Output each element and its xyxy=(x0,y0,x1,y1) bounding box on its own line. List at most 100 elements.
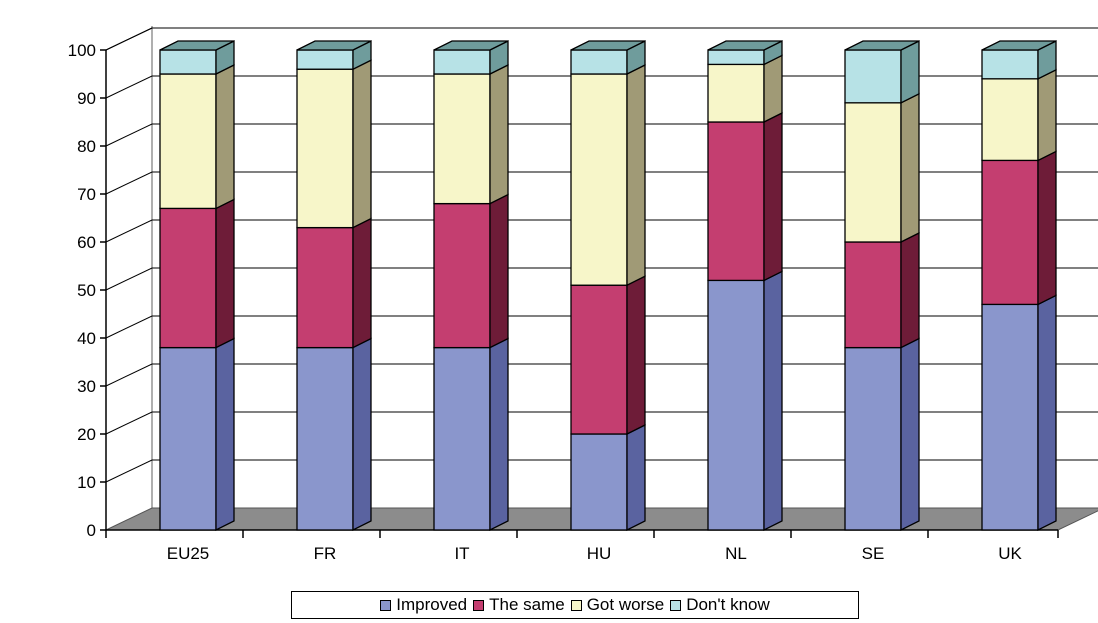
bar-front xyxy=(433,346,491,531)
bar-side xyxy=(352,59,372,229)
bar-front xyxy=(981,303,1039,531)
bar-front xyxy=(981,159,1039,306)
x-tick-label: HU xyxy=(587,544,612,563)
bar-segment xyxy=(433,337,509,532)
y-tick-labels: 0 10 20 30 40 50 60 70 80 90 100 xyxy=(68,41,96,540)
bar-segment xyxy=(433,39,509,76)
gridline xyxy=(105,315,1098,339)
bar-segment xyxy=(981,294,1057,532)
bars xyxy=(159,39,1057,532)
legend: Improved The same Got worse Don't know xyxy=(291,591,859,619)
bar-side xyxy=(626,63,646,287)
bar-segment xyxy=(433,63,509,205)
bar-segment xyxy=(844,231,920,349)
bar-front xyxy=(159,73,217,210)
bar-side xyxy=(1037,68,1057,162)
bar-segment xyxy=(159,337,235,532)
bar-front xyxy=(296,226,354,349)
legend-label: Improved xyxy=(396,595,468,614)
bar-front xyxy=(159,207,217,349)
bar-side xyxy=(1037,294,1057,532)
legend-swatch xyxy=(473,599,485,611)
bar-segment xyxy=(570,39,646,76)
bar-segment xyxy=(570,423,646,532)
bar-side xyxy=(763,54,783,124)
bar-front xyxy=(296,346,354,531)
bar-side xyxy=(489,337,509,532)
bar-side xyxy=(900,39,920,104)
bar-segment xyxy=(159,198,235,349)
y-tick-label: 30 xyxy=(77,377,96,396)
bar-front xyxy=(570,433,628,531)
gridline xyxy=(105,267,1098,291)
legend-item: Don't know xyxy=(670,595,770,615)
gridline xyxy=(105,411,1098,435)
x-tick-label: IT xyxy=(454,544,469,563)
bar-segment xyxy=(159,63,235,210)
top-edge xyxy=(105,27,153,51)
bar-front xyxy=(296,68,354,229)
bar-side xyxy=(489,193,509,349)
bar-side xyxy=(763,270,783,532)
bar-segment xyxy=(844,92,920,244)
bar-side xyxy=(626,275,646,436)
bar-front xyxy=(844,102,902,243)
bar-front xyxy=(570,49,628,75)
y-tick-label: 60 xyxy=(77,233,96,252)
gridline xyxy=(105,219,1098,243)
bar-segment xyxy=(296,337,372,532)
bar-front xyxy=(707,121,765,282)
y-tick-label: 20 xyxy=(77,425,96,444)
legend-swatch xyxy=(570,599,582,611)
bar-segment xyxy=(433,193,509,349)
bar-segment xyxy=(981,68,1057,162)
y-tick-label: 80 xyxy=(77,137,96,156)
bar-side xyxy=(489,63,509,205)
bar-top xyxy=(296,40,372,51)
bar-segment xyxy=(707,39,783,66)
x-tick-labels: EU25 FR IT HU NL SE UK xyxy=(167,544,1023,563)
bar-top xyxy=(159,40,235,51)
stacked-bar-chart: 0 10 20 30 40 50 60 70 80 90 100 EU25 FR IT HU NL SE UK xyxy=(68,26,1098,563)
bar-front xyxy=(844,49,902,104)
gridline xyxy=(105,75,1098,99)
legend-label: Got worse xyxy=(586,595,665,614)
bar-front xyxy=(707,49,765,66)
bar-side xyxy=(215,337,235,532)
gridlines xyxy=(105,27,1098,483)
legend-swatch xyxy=(670,599,682,611)
legend-item: Improved xyxy=(380,595,467,615)
gridline xyxy=(105,123,1098,147)
bar-front xyxy=(159,49,217,75)
y-tick-label: 0 xyxy=(87,521,96,540)
x-tick-label: FR xyxy=(314,544,337,563)
legend-swatch xyxy=(380,599,392,611)
bar-side xyxy=(900,231,920,349)
x-tick-label: UK xyxy=(998,544,1022,563)
gridline xyxy=(105,171,1098,195)
bar-segment xyxy=(159,39,235,76)
y-tick-label: 70 xyxy=(77,185,96,204)
bar-segment xyxy=(707,270,783,532)
bar-front xyxy=(707,63,765,123)
bar-top xyxy=(981,40,1057,51)
bar-segment xyxy=(570,63,646,287)
bar-front xyxy=(433,73,491,205)
bar-front xyxy=(570,73,628,286)
y-tick-label: 40 xyxy=(77,329,96,348)
bar-segment xyxy=(844,39,920,104)
bar-front xyxy=(707,279,765,531)
bar-side xyxy=(900,92,920,244)
bar-segment xyxy=(570,275,646,436)
bar-front xyxy=(981,78,1039,162)
y-tick-label: 10 xyxy=(77,473,96,492)
bar-front xyxy=(981,49,1039,80)
bar-side xyxy=(352,217,372,349)
bar-segment xyxy=(844,337,920,532)
bar-side xyxy=(1037,150,1057,306)
bar-top xyxy=(844,40,920,51)
bar-top xyxy=(570,40,646,51)
legend-label: Don't know xyxy=(686,595,770,614)
x-tick-label: SE xyxy=(862,544,885,563)
bar-side xyxy=(215,63,235,210)
